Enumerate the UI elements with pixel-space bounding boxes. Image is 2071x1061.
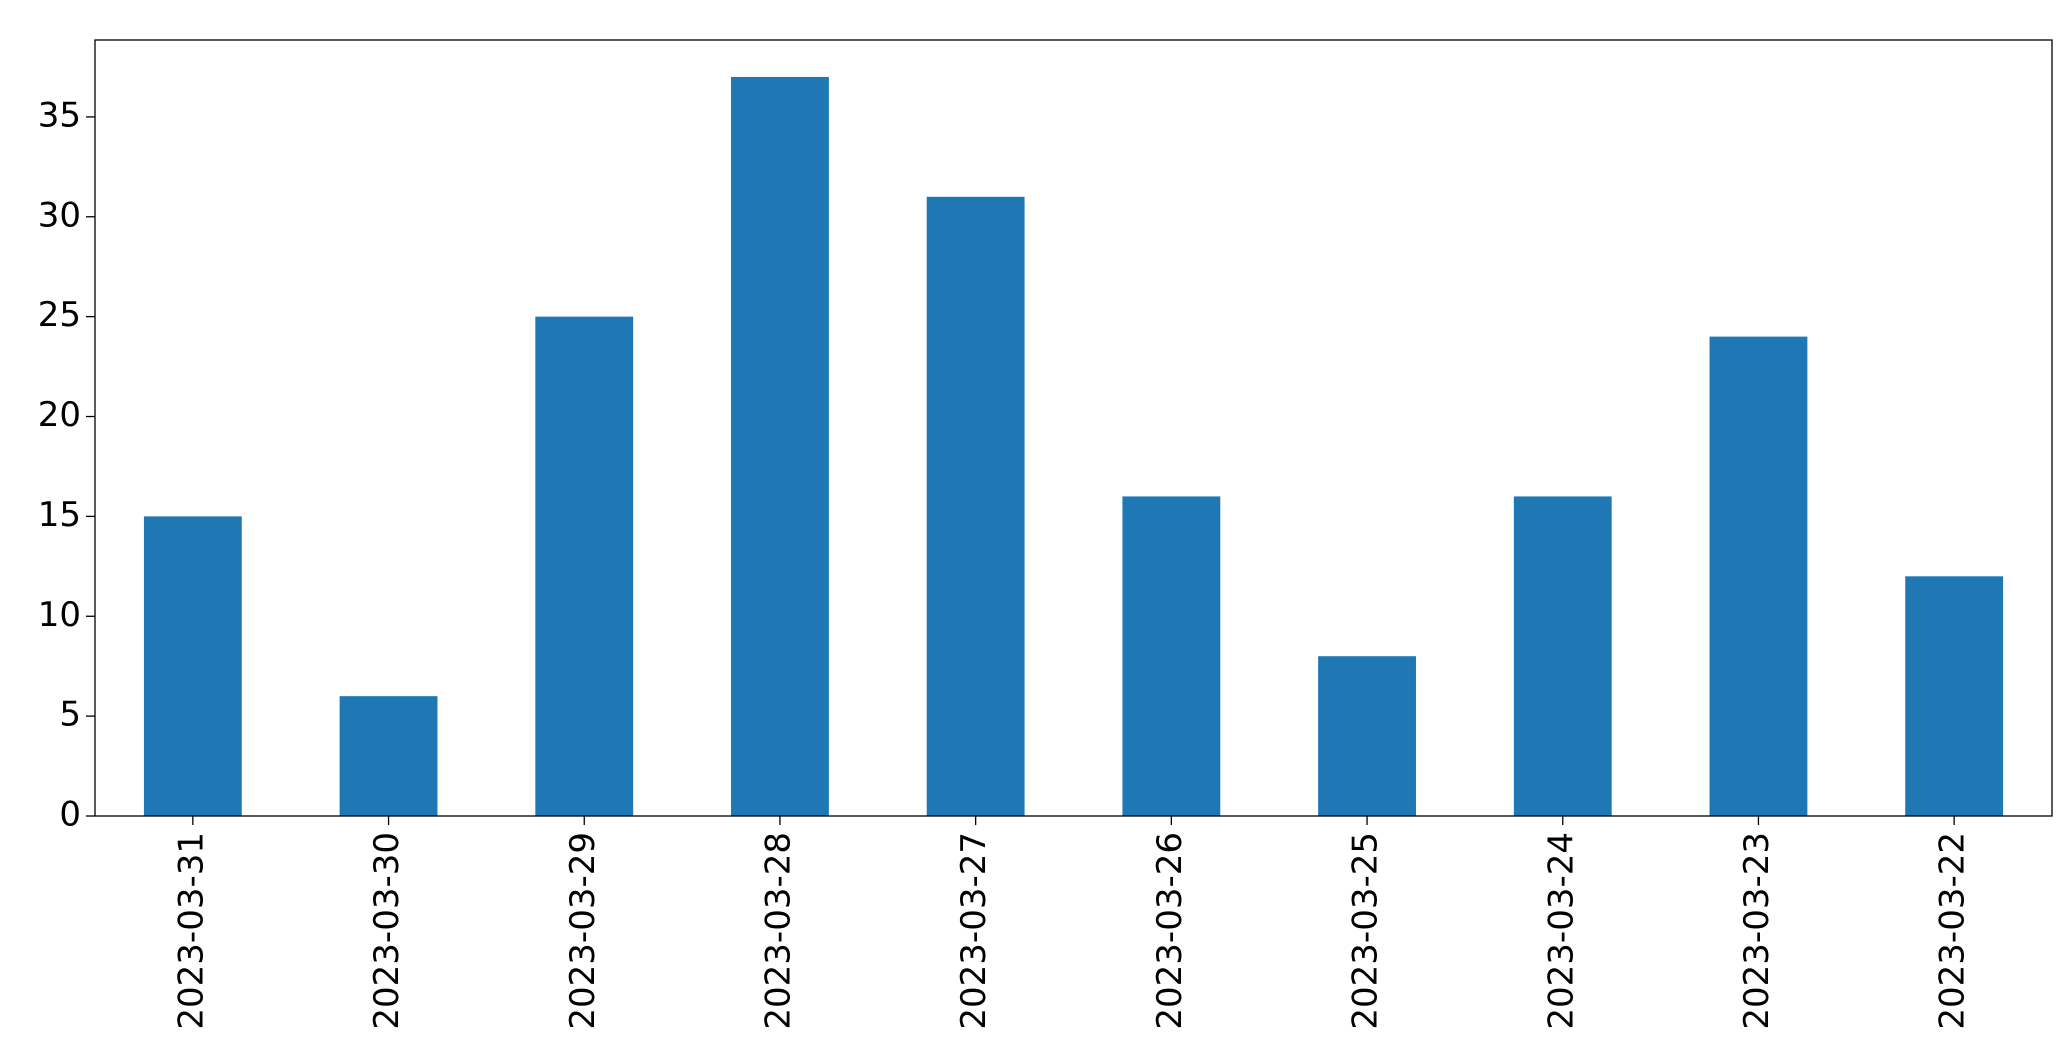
bar bbox=[1122, 496, 1221, 816]
bar bbox=[1318, 656, 1416, 816]
x-tick-label: 2023-03-26 bbox=[1150, 832, 1190, 1030]
x-tick-label: 2023-03-23 bbox=[1737, 832, 1777, 1030]
y-tick-label: 25 bbox=[38, 295, 81, 335]
bar bbox=[1905, 576, 2004, 816]
y-tick-label: 5 bbox=[59, 695, 81, 735]
plot-frame bbox=[94, 39, 2053, 817]
bar bbox=[731, 76, 829, 816]
bar bbox=[339, 696, 438, 816]
x-tick-label: 2023-03-27 bbox=[954, 832, 994, 1030]
y-tick-label: 0 bbox=[59, 795, 81, 835]
bar bbox=[1513, 496, 1612, 816]
x-tick-label: 2023-03-28 bbox=[758, 832, 798, 1030]
y-tick-label: 35 bbox=[38, 95, 81, 135]
bar bbox=[535, 316, 634, 816]
x-tick-label: 2023-03-29 bbox=[563, 832, 603, 1030]
x-tick-label: 2023-03-22 bbox=[1933, 832, 1973, 1030]
y-tick-label: 10 bbox=[38, 595, 81, 635]
bar bbox=[1709, 336, 1808, 816]
y-tick-label: 20 bbox=[38, 395, 81, 435]
x-tick-label: 2023-03-25 bbox=[1346, 832, 1386, 1030]
bar bbox=[143, 516, 242, 816]
x-tick-label: 2023-03-24 bbox=[1541, 832, 1581, 1030]
y-tick-label: 30 bbox=[38, 195, 81, 235]
x-tick-label: 2023-03-30 bbox=[367, 832, 407, 1030]
y-tick-label: 15 bbox=[38, 495, 81, 535]
x-tick-label: 2023-03-31 bbox=[171, 832, 211, 1030]
bar bbox=[926, 196, 1025, 816]
